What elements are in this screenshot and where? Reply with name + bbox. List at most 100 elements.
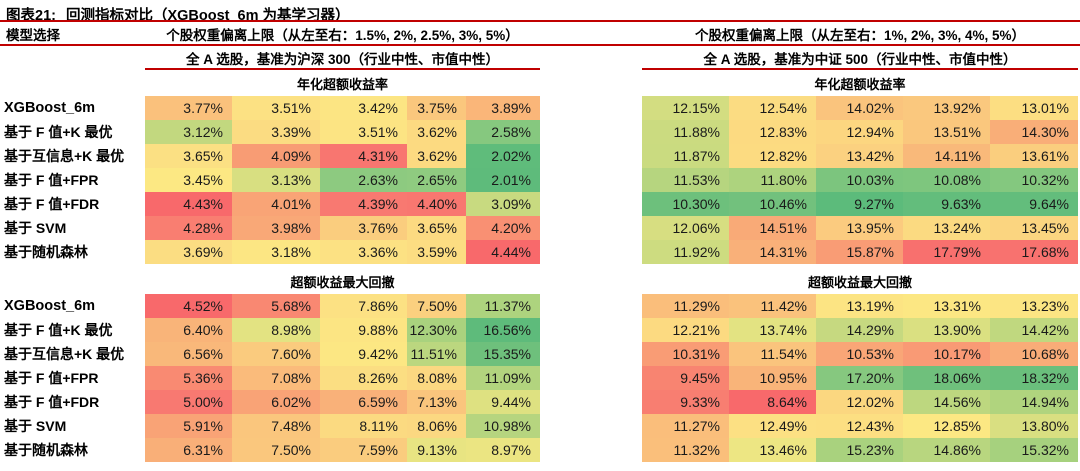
heatmap-cell: 3.13% xyxy=(232,168,320,192)
heatmap-cell: 13.24% xyxy=(903,216,990,240)
heatmap-cell: 14.56% xyxy=(903,390,990,414)
rule-under-left-universe xyxy=(145,68,540,70)
heatmap-cell: 13.95% xyxy=(816,216,903,240)
heatmap-cell: 10.53% xyxy=(816,342,903,366)
row-label-bottom-5: 基于 SVM xyxy=(4,418,67,434)
heatmap-cell: 3.65% xyxy=(407,216,466,240)
heatmap-cell: 4.44% xyxy=(466,240,540,264)
heatmap-cell: 12.06% xyxy=(642,216,729,240)
rule-under-model-row xyxy=(0,44,1080,46)
heatmap-right-annualized: 12.15% 12.54% 14.02% 13.92% 13.01% 11.88% 12.8… xyxy=(642,96,1078,264)
heatmap-cell: 10.46% xyxy=(729,192,816,216)
section-title-left-drawdown: 超额收益最大回撤 xyxy=(290,275,395,290)
heatmap-cell: 8.64% xyxy=(729,390,816,414)
heatmap-cell: 2.58% xyxy=(466,120,540,144)
heatmap-cell: 13.92% xyxy=(903,96,990,120)
heatmap-cell: 6.59% xyxy=(320,390,407,414)
heatmap-cell: 9.64% xyxy=(990,192,1078,216)
heatmap-cell: 8.98% xyxy=(232,318,320,342)
heatmap-right-drawdown: 11.29% 11.42% 13.19% 13.31% 13.23% 12.21% 13.7… xyxy=(642,294,1078,462)
row-label-bottom-3: 基于 F 值+FPR xyxy=(4,370,99,386)
heatmap-cell: 10.08% xyxy=(903,168,990,192)
heatmap-cell: 9.27% xyxy=(816,192,903,216)
row-label-top-4: 基于 F 值+FDR xyxy=(4,196,100,212)
heatmap-cell: 9.63% xyxy=(903,192,990,216)
heatmap-cell: 9.33% xyxy=(642,390,729,414)
heatmap-cell: 2.63% xyxy=(320,168,407,192)
heatmap-cell: 4.28% xyxy=(145,216,232,240)
section-title-right-drawdown: 超额收益最大回撤 xyxy=(807,275,912,290)
header-left-universe: 全 A 选股，基准为沪深 300（行业中性、市值中性） xyxy=(185,52,500,67)
heatmap-cell: 12.43% xyxy=(816,414,903,438)
row-label-top-2: 基于互信息+K 最优 xyxy=(4,148,125,164)
heatmap-cell: 4.43% xyxy=(145,192,232,216)
heatmap-cell: 7.59% xyxy=(320,438,407,462)
rule-under-right-universe xyxy=(642,68,1078,70)
heatmap-cell: 11.51% xyxy=(407,342,466,366)
heatmap-cell: 4.09% xyxy=(232,144,320,168)
heatmap-cell: 4.52% xyxy=(145,294,232,318)
heatmap-cell: 10.32% xyxy=(990,168,1078,192)
heatmap-cell: 3.98% xyxy=(232,216,320,240)
heatmap-cell: 9.45% xyxy=(642,366,729,390)
heatmap-cell: 9.13% xyxy=(407,438,466,462)
heatmap-cell: 3.89% xyxy=(466,96,540,120)
heatmap-cell: 17.20% xyxy=(816,366,903,390)
heatmap-cell: 14.94% xyxy=(990,390,1078,414)
heatmap-cell: 17.68% xyxy=(990,240,1078,264)
heatmap-cell: 9.42% xyxy=(320,342,407,366)
heatmap-cell: 7.13% xyxy=(407,390,466,414)
row-label-bottom-1: 基于 F 值+K 最优 xyxy=(4,322,113,338)
header-left-weight-limit: 个股权重偏离上限（从左至右：1.5%, 2%, 2.5%, 3%, 5%） xyxy=(166,28,519,43)
heatmap-cell: 12.94% xyxy=(816,120,903,144)
row-label-top-5: 基于 SVM xyxy=(4,220,67,236)
heatmap-cell: 8.97% xyxy=(466,438,540,462)
heatmap-cell: 18.06% xyxy=(903,366,990,390)
heatmap-cell: 7.60% xyxy=(232,342,320,366)
header-right-weight-limit: 个股权重偏离上限（从左至右：1%, 2%, 3%, 4%, 5%） xyxy=(694,28,1026,43)
heatmap-cell: 3.45% xyxy=(145,168,232,192)
heatmap-cell: 14.86% xyxy=(903,438,990,462)
heatmap-cell: 3.62% xyxy=(407,120,466,144)
heatmap-cell: 7.86% xyxy=(320,294,407,318)
heatmap-cell: 10.68% xyxy=(990,342,1078,366)
heatmap-cell: 14.51% xyxy=(729,216,816,240)
heatmap-cell: 4.40% xyxy=(407,192,466,216)
heatmap-cell: 8.08% xyxy=(407,366,466,390)
heatmap-cell: 6.31% xyxy=(145,438,232,462)
heatmap-cell: 12.85% xyxy=(903,414,990,438)
heatmap-cell: 12.15% xyxy=(642,96,729,120)
heatmap-cell: 13.45% xyxy=(990,216,1078,240)
heatmap-cell: 5.36% xyxy=(145,366,232,390)
heatmap-cell: 5.00% xyxy=(145,390,232,414)
heatmap-cell: 14.42% xyxy=(990,318,1078,342)
heatmap-cell: 14.11% xyxy=(903,144,990,168)
heatmap-cell: 3.18% xyxy=(232,240,320,264)
section-title-left-annualized: 年化超额收益率 xyxy=(296,77,388,92)
heatmap-cell: 13.19% xyxy=(816,294,903,318)
heatmap-cell: 14.02% xyxy=(816,96,903,120)
heatmap-cell: 4.20% xyxy=(466,216,540,240)
heatmap-cell: 3.51% xyxy=(232,96,320,120)
row-label-top-6: 基于随机森林 xyxy=(4,244,88,260)
heatmap-cell: 14.29% xyxy=(816,318,903,342)
heatmap-cell: 12.49% xyxy=(729,414,816,438)
heatmap-cell: 11.09% xyxy=(466,366,540,390)
heatmap-cell: 13.80% xyxy=(990,414,1078,438)
heatmap-cell: 3.36% xyxy=(320,240,407,264)
heatmap-cell: 3.62% xyxy=(407,144,466,168)
heatmap-cell: 13.74% xyxy=(729,318,816,342)
heatmap-cell: 11.29% xyxy=(642,294,729,318)
heatmap-cell: 3.77% xyxy=(145,96,232,120)
heatmap-cell: 11.37% xyxy=(466,294,540,318)
heatmap-cell: 6.02% xyxy=(232,390,320,414)
heatmap-cell: 14.31% xyxy=(729,240,816,264)
heatmap-cell: 15.35% xyxy=(466,342,540,366)
heatmap-cell: 12.21% xyxy=(642,318,729,342)
heatmap-cell: 8.26% xyxy=(320,366,407,390)
heatmap-cell: 12.82% xyxy=(729,144,816,168)
heatmap-cell: 9.88% xyxy=(320,318,407,342)
row-label-bottom-0: XGBoost_6m xyxy=(4,298,96,314)
header-right-universe: 全 A 选股，基准为中证 500（行业中性、市值中性） xyxy=(703,52,1017,67)
